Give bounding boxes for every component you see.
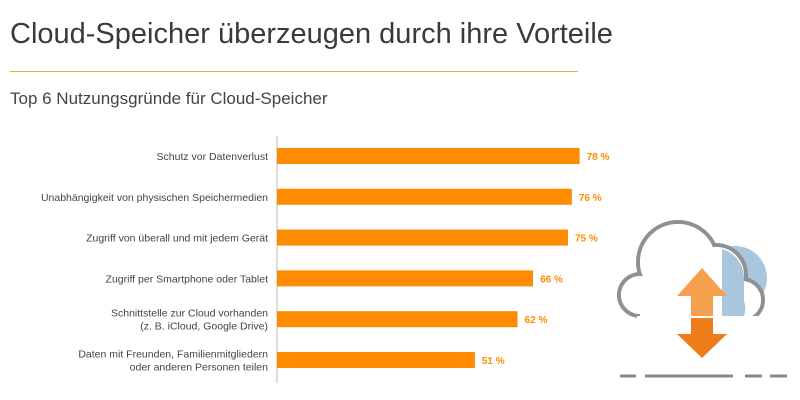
data-label: 66 % bbox=[540, 274, 563, 285]
chart-subtitle: Top 6 Nutzungsgründe für Cloud-Speicher bbox=[10, 89, 328, 108]
category-label: Schutz vor Datenverlust bbox=[157, 151, 269, 163]
bar bbox=[277, 270, 534, 287]
bar bbox=[277, 352, 475, 368]
category-label: Schnittstelle zur Cloud vorhanden bbox=[111, 308, 268, 320]
category-label: Zugriff von überall und mit jedem Gerät bbox=[86, 233, 268, 245]
category-label: oder anderen Personen teilen bbox=[130, 362, 269, 374]
data-label: 76 % bbox=[579, 193, 602, 204]
category-label: (z. B. iCloud, Google Drive) bbox=[140, 321, 268, 333]
bar bbox=[277, 188, 572, 205]
category-label: Zugriff per Smartphone oder Tablet bbox=[106, 273, 269, 285]
bar bbox=[277, 148, 580, 164]
data-label: 75 % bbox=[575, 234, 598, 245]
data-label: 51 % bbox=[482, 356, 505, 367]
data-label: 62 % bbox=[525, 315, 548, 326]
bar bbox=[277, 311, 518, 328]
category-label: Daten mit Freunden, Familienmitgliedern bbox=[78, 349, 268, 361]
category-label: Unabhängigkeit von physischen Speicherme… bbox=[41, 192, 268, 204]
data-label: 78 % bbox=[587, 152, 610, 163]
title-divider bbox=[10, 71, 578, 72]
up-down-arrow-icon bbox=[637, 268, 763, 360]
bar bbox=[277, 229, 568, 246]
chart-title: Cloud-Speicher überzeugen durch ihre Vor… bbox=[10, 18, 613, 50]
